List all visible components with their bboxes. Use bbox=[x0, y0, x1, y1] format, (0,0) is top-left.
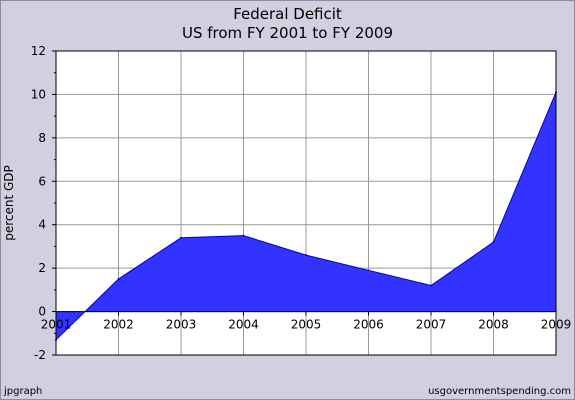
y-tick-label: 10 bbox=[31, 87, 46, 101]
x-tick-label: 2006 bbox=[353, 318, 384, 332]
y-tick-label: 12 bbox=[31, 44, 46, 58]
y-tick-label: 0 bbox=[38, 305, 46, 319]
footer-credit-right: usgovernmentspending.com bbox=[428, 386, 571, 397]
x-tick-label: 2001 bbox=[41, 318, 72, 332]
chart-subtitle: US from FY 2001 to FY 2009 bbox=[181, 24, 393, 42]
x-tick-label: 2003 bbox=[166, 318, 197, 332]
x-tick-label: 2009 bbox=[541, 318, 572, 332]
data-point bbox=[492, 241, 495, 244]
y-tick-label: 2 bbox=[38, 261, 46, 275]
footer-credit-left: jpgraph bbox=[4, 386, 43, 397]
data-point bbox=[367, 269, 370, 272]
chart-title: Federal Deficit bbox=[233, 5, 342, 23]
x-tick-label: 2008 bbox=[478, 318, 509, 332]
x-tick-label: 2002 bbox=[103, 318, 134, 332]
data-point bbox=[242, 234, 245, 237]
x-tick-label: 2005 bbox=[291, 318, 322, 332]
y-tick-label: 8 bbox=[38, 131, 46, 145]
y-tick-label: 4 bbox=[38, 218, 46, 232]
data-point bbox=[180, 236, 182, 239]
y-tick-label: 6 bbox=[38, 174, 46, 188]
series-area bbox=[56, 92, 556, 340]
y-tick-label: -2 bbox=[34, 348, 46, 362]
plot-border bbox=[55, 50, 557, 356]
x-tick-label: 2007 bbox=[416, 318, 447, 332]
data-point bbox=[117, 278, 120, 280]
y-axis-label: percent GDP bbox=[2, 165, 16, 241]
x-tick-label: 2004 bbox=[228, 318, 259, 332]
data-point bbox=[430, 284, 432, 287]
data-point bbox=[305, 254, 307, 257]
